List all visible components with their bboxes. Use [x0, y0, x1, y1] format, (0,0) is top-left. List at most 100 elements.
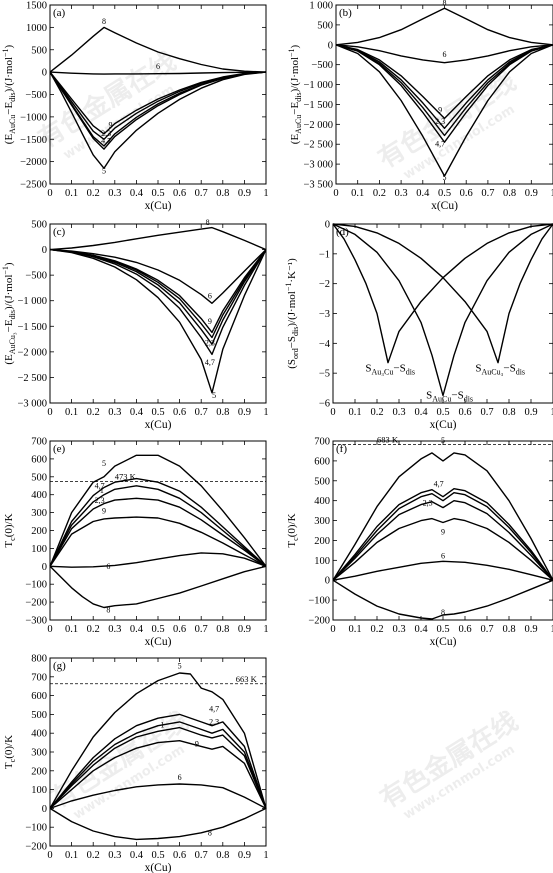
series-label: 2,3	[423, 499, 433, 508]
x-tick-label: 1	[263, 850, 268, 861]
y-tick-label: −100	[25, 580, 47, 591]
chart-panel: 0 0.1 0.2 0.3 0.4 0.5 0.6 0.7 0.8 0.9 180070060050…	[3, 654, 269, 873]
x-tick-label: 0.4	[414, 407, 428, 418]
series-line	[332, 492, 553, 581]
y-axis-title-part: )/(J·mol	[3, 57, 15, 92]
y-tick-label: 200	[314, 536, 330, 547]
y-tick-label: 500	[314, 476, 330, 487]
x-tick-label: 1	[550, 624, 553, 635]
series-line	[332, 223, 553, 364]
x-tick-label: 0.3	[392, 407, 405, 418]
series-line	[335, 44, 553, 177]
series-line	[49, 26, 267, 73]
x-tick-label: 1	[263, 188, 268, 199]
x-tick-label: 0.9	[238, 850, 251, 861]
y-tick-label: 600	[31, 691, 47, 702]
y-axis-title-part: dis	[8, 92, 17, 101]
y-tick-label: −6	[319, 399, 330, 410]
series-line	[49, 71, 267, 135]
panel-label: (e)	[53, 443, 66, 455]
x-tick-label: 0	[47, 850, 52, 861]
x-axis-title: x(Cu)	[145, 636, 172, 648]
x-tick-label: 0.6	[460, 188, 473, 199]
panel-label: (c)	[53, 226, 66, 238]
y-axis-title-part: (S	[286, 359, 298, 369]
series-label: 6	[441, 551, 445, 560]
x-tick-label: 0.5	[151, 407, 164, 418]
series-line	[332, 488, 553, 581]
y-axis-title-part: −S	[286, 336, 298, 348]
x-tick-label: 0.8	[216, 188, 229, 199]
y-tick-label: −100	[25, 823, 47, 834]
y-axis-title: Tc(0)/K	[3, 513, 17, 547]
series-line	[49, 516, 267, 567]
series-label: 9	[102, 506, 106, 515]
x-tick-label: 0.7	[195, 624, 208, 635]
series-annotation-part: dis	[406, 368, 415, 377]
x-tick-label: 0.6	[458, 624, 471, 635]
x-tick-label: 0.5	[151, 850, 164, 861]
panel-label: (f)	[336, 443, 347, 455]
series-annotation: SAuCu−Sdis	[426, 390, 473, 404]
y-tick-label: −3 500	[303, 180, 333, 191]
y-tick-label: 1500	[26, 1, 47, 12]
x-tick-label: 0.2	[87, 407, 100, 418]
y-axis-title: (EAuCu−Edis)/(J·mol−1)	[1, 44, 17, 144]
series-line	[49, 71, 267, 150]
y-axis-title-part: dis	[291, 327, 300, 336]
x-tick-label: 0.8	[502, 407, 515, 418]
series-line	[49, 721, 267, 809]
x-tick-label: 0.7	[480, 407, 493, 418]
series-annotation-part: dis	[516, 368, 525, 377]
y-axis-title-part: (E	[3, 134, 15, 145]
x-tick-label: 0.3	[108, 850, 121, 861]
series-label: 1	[160, 721, 164, 730]
y-tick-label: −1 000	[303, 80, 333, 91]
y-tick-label: −3 000	[303, 160, 333, 171]
y-tick-label: −2000	[20, 157, 47, 168]
y-tick-label: 500	[317, 20, 333, 31]
x-tick-label: 0.4	[130, 407, 144, 418]
x-tick-label: 0.3	[108, 624, 121, 635]
series-label: 2,3	[101, 129, 111, 138]
x-tick-label: 0.9	[238, 624, 251, 635]
y-axis-title-part: c	[8, 758, 17, 762]
series-label: 8	[206, 218, 210, 227]
y-tick-label: −1500	[20, 135, 47, 146]
y-axis-title: (Sord−Sdis)/(J·mol−1·K⁻¹)	[284, 258, 300, 369]
y-tick-label: 300	[314, 516, 330, 527]
series-label: 8	[443, 0, 447, 7]
series-label: 4,7	[95, 481, 105, 490]
series-label: 5	[102, 166, 106, 175]
series-label: 8	[441, 608, 445, 617]
y-tick-label: 0	[328, 40, 333, 51]
y-axis-title-part: )/(J·mol	[3, 275, 15, 310]
series-label: 5	[178, 661, 182, 670]
series-label: 8	[102, 17, 106, 26]
y-axis-title-part: −E	[289, 101, 301, 114]
x-tick-label: 0	[330, 624, 335, 635]
series-label: 5	[443, 173, 447, 182]
y-tick-label: 0	[325, 576, 330, 587]
y-tick-label: 200	[31, 526, 47, 537]
reference-line-label: 473 K	[115, 472, 137, 482]
y-tick-label: 100	[31, 785, 47, 796]
series-line	[49, 713, 267, 809]
series-label: 6	[443, 50, 447, 59]
series-label: 6	[156, 62, 160, 71]
series-line	[49, 497, 267, 567]
series-label: 9	[438, 105, 442, 114]
y-tick-label: 600	[314, 456, 330, 467]
series-line	[49, 565, 267, 609]
y-tick-label: −1000	[20, 112, 47, 123]
x-tick-label: 0.2	[370, 407, 383, 418]
x-tick-label: 0	[47, 188, 52, 199]
chart-panel: 0 0.1 0.2 0.3 0.4 0.5 0.6 0.7 0.8 0.9 1 500 0 −500 −1 …	[1, 218, 269, 431]
y-tick-label: −5	[319, 369, 330, 380]
series-line	[332, 579, 553, 620]
series-label: 4,7	[101, 136, 111, 145]
y-axis-title: (EAuCu−Edis)/(J·mol−1)	[287, 44, 303, 144]
y-tick-label: 0	[42, 804, 47, 815]
chart-panel: 0 0.1 0.2 0.3 0.4 0.5 0.6 0.7 0.8 0.9 1 0 −1 −2 −3 −4 −5…	[284, 220, 553, 431]
y-tick-label: 1000	[26, 23, 47, 34]
